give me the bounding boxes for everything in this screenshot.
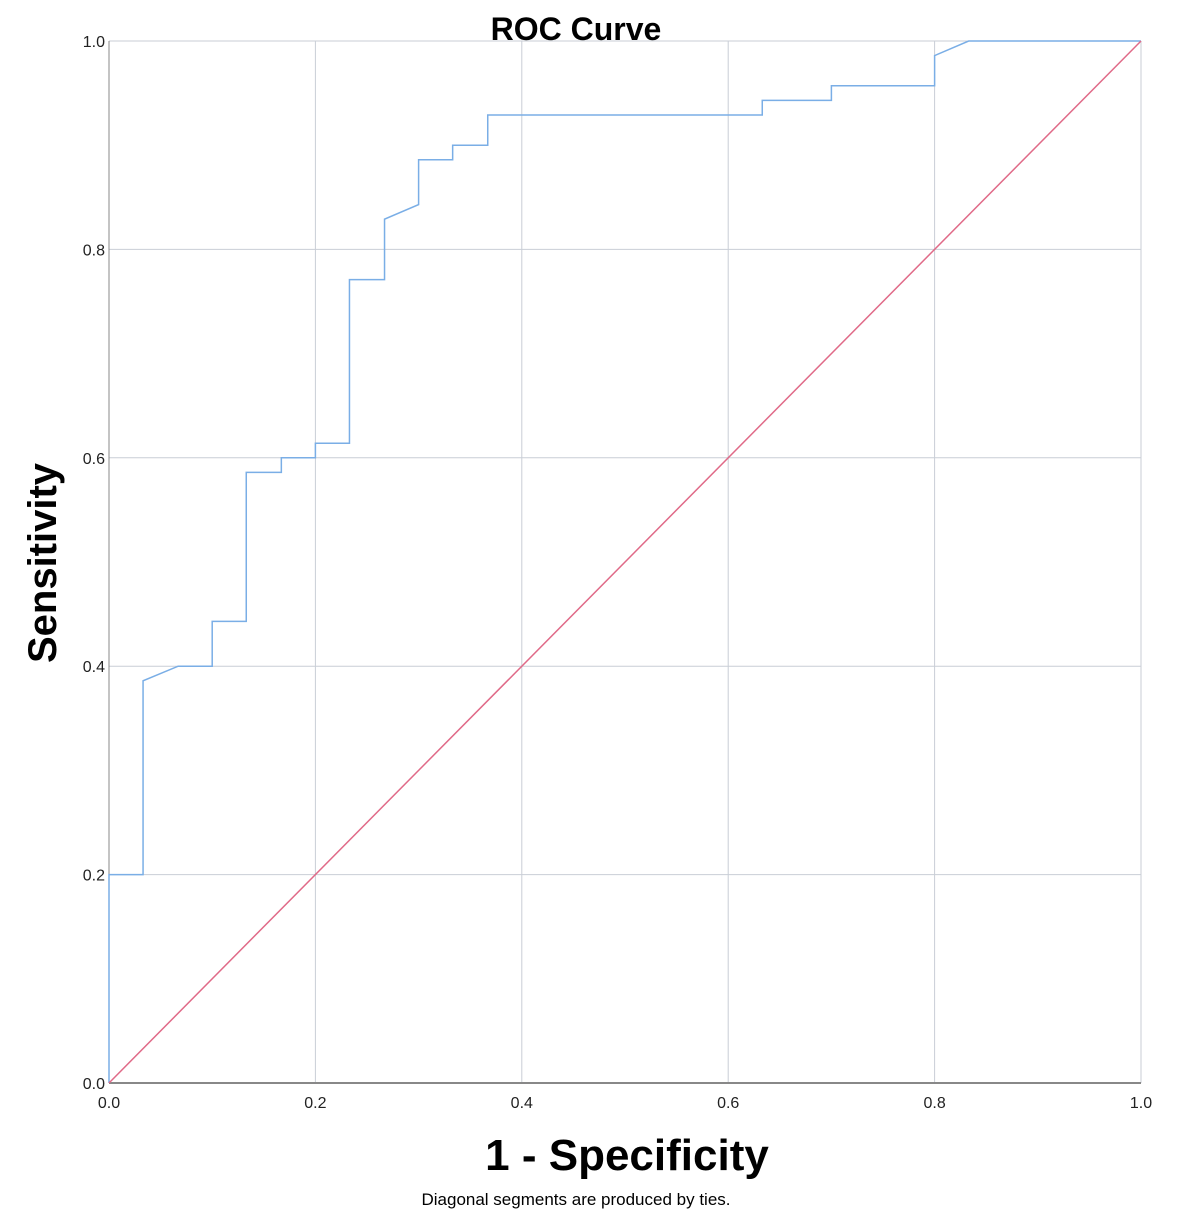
y-axis-label: Sensitivity	[21, 462, 65, 663]
x-tick-label: 0.4	[511, 1095, 533, 1112]
x-tick-label: 1.0	[1130, 1095, 1152, 1112]
y-tick-label: 0.2	[83, 868, 105, 885]
x-tick-label: 0.6	[717, 1095, 739, 1112]
footnote: Diagonal segments are produced by ties.	[421, 1190, 730, 1209]
x-axis-label: 1 - Specificity	[485, 1131, 769, 1180]
y-tick-label: 0.6	[83, 451, 105, 468]
x-tick-label: 0.8	[923, 1095, 945, 1112]
x-tick-label: 0.0	[98, 1095, 120, 1112]
reference-diagonal-line	[108, 40, 1142, 1084]
x-tick-label: 0.2	[304, 1095, 326, 1112]
y-tick-label: 1.0	[83, 34, 105, 51]
roc-curve-line	[108, 40, 1141, 1083]
tick-labels: 0.0 0.2 0.4 0.6 0.8 1.0 0.0 0.2 0.4 0.6 0.8 1.0	[83, 34, 1152, 1112]
y-tick-label: 0.4	[83, 659, 105, 676]
chart-title: ROC Curve	[491, 11, 662, 47]
series-layer	[108, 40, 1142, 1084]
y-tick-label: 0.0	[83, 1076, 105, 1093]
y-tick-label: 0.8	[83, 242, 105, 259]
